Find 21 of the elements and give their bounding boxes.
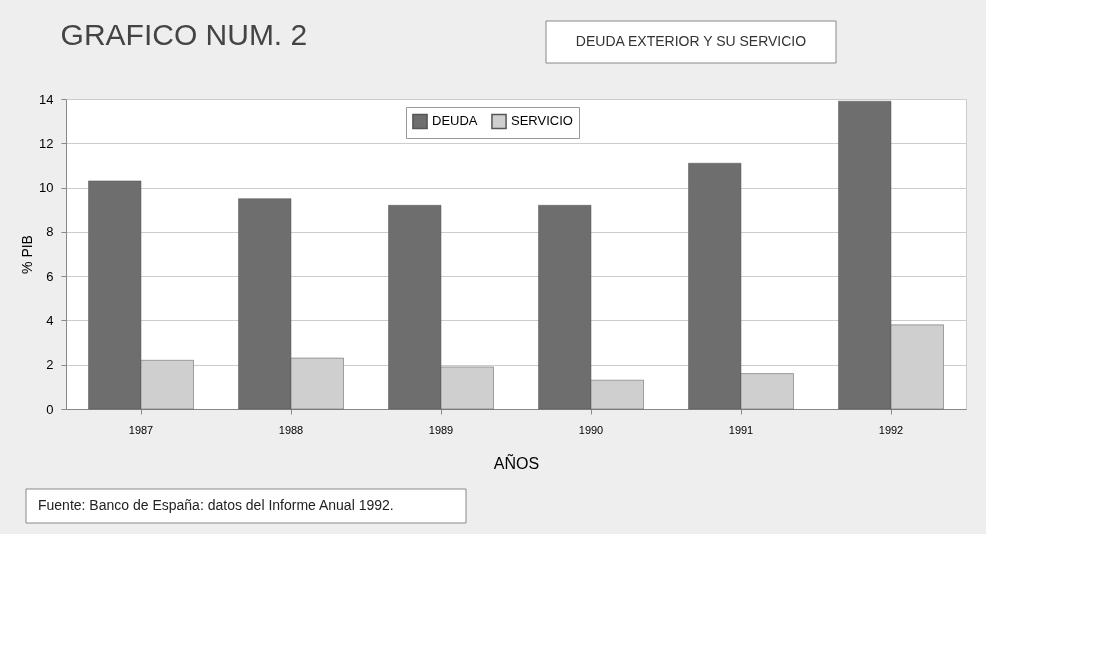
x-tick-label: 1987: [128, 423, 154, 436]
legend-label: DEUDA: [432, 113, 478, 129]
y-axis-title: % PIB: [19, 235, 36, 274]
y-tick-label: 14: [39, 91, 54, 107]
x-tick-label: 1988: [278, 423, 304, 436]
x-tick-label: 1990: [578, 423, 604, 436]
x-tick-label: 1989: [428, 423, 454, 436]
y-tick-label: 6: [46, 268, 54, 284]
y-tick-label: 10: [39, 180, 54, 196]
y-tick-label: 2: [46, 357, 54, 373]
y-tick-label: 4: [46, 312, 54, 328]
legend-label: SERVICIO: [511, 113, 573, 129]
x-tick-label: 1991: [728, 423, 754, 436]
y-tick-label: 8: [46, 224, 54, 240]
chart-title: GRAFICO NUM. 2: [60, 17, 308, 51]
y-tick-label: 12: [39, 135, 54, 151]
x-tick-label: 1992: [878, 423, 904, 436]
chart-subtitle: DEUDA EXTERIOR Y SU SERVICIO: [575, 33, 807, 49]
x-axis-title: AÑOS: [493, 452, 540, 472]
source-note: Fuente: Banco de España: datos del Informe Anual 1992.: [38, 497, 394, 513]
y-tick-label: 0: [46, 401, 54, 417]
